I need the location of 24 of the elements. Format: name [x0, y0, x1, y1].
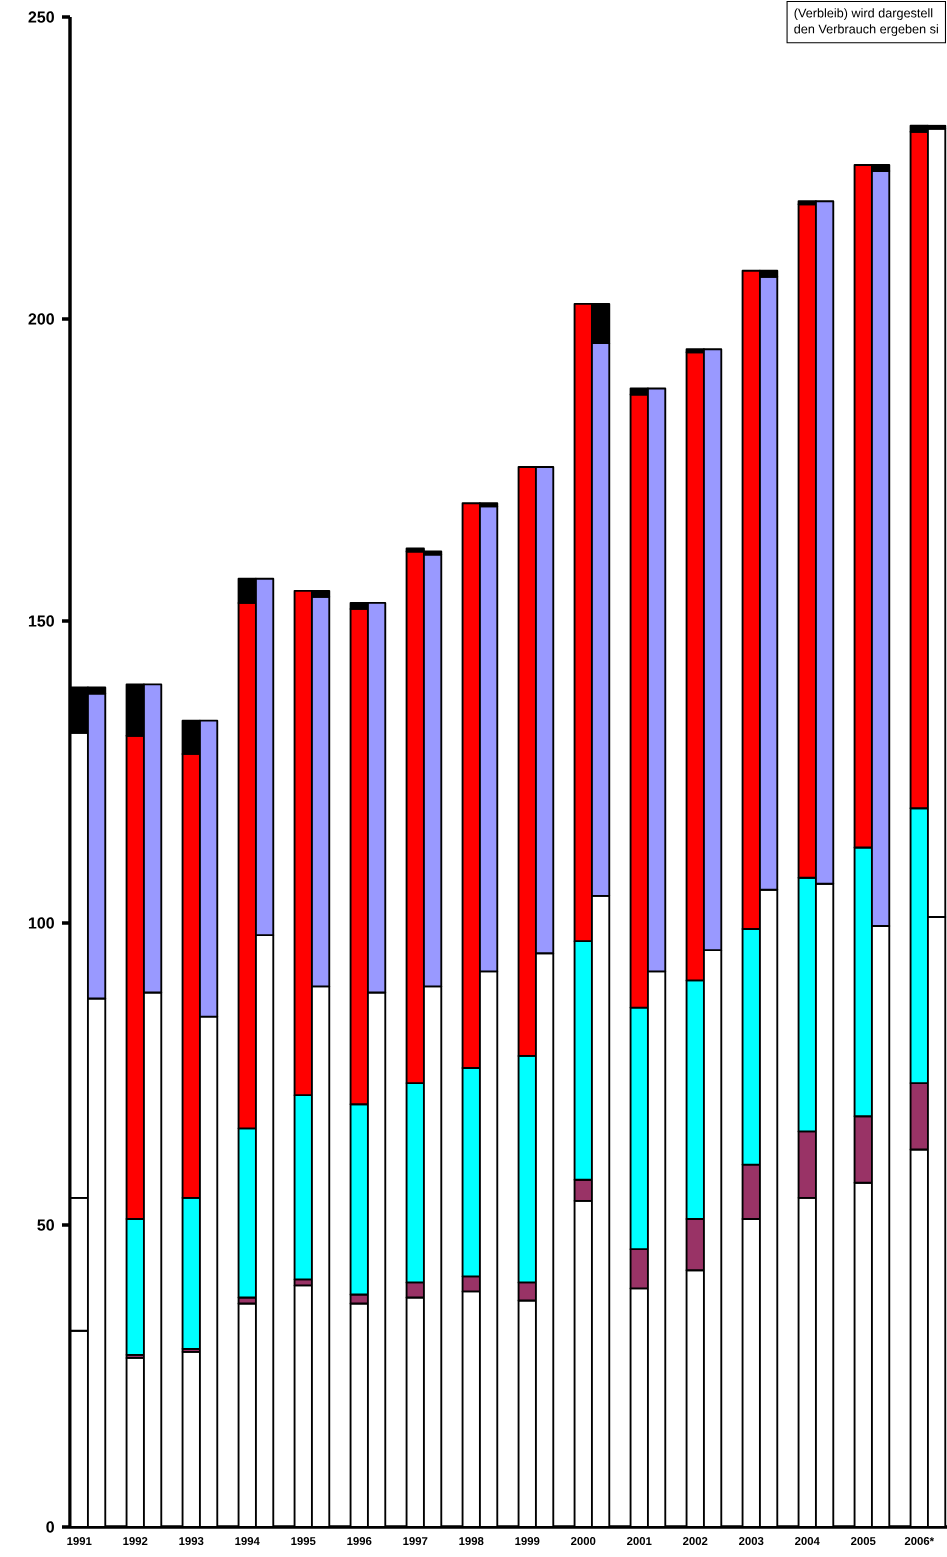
x-tick-label: 2001 [627, 1537, 652, 1546]
x-tick-label: 1997 [403, 1537, 428, 1546]
x-tick-label: 2006* [904, 1537, 935, 1546]
y-tick-label: 250 [28, 11, 54, 23]
x-tick-label: 2004 [795, 1537, 820, 1546]
y-tick-label: 50 [37, 1219, 54, 1231]
x-tick-label: 2005 [851, 1537, 876, 1546]
x-tick-label: 1993 [179, 1537, 204, 1546]
y-tick-label: 200 [28, 313, 54, 325]
x-tick-label: 1996 [347, 1537, 372, 1546]
y-tick-label: 100 [28, 917, 54, 929]
x-tick-label: 1998 [459, 1537, 484, 1546]
x-tick-label: 1995 [291, 1537, 316, 1546]
x-tick-label: 2002 [683, 1537, 708, 1546]
y-tick-label: 150 [28, 615, 54, 627]
x-tick-label: 1999 [515, 1537, 540, 1546]
x-tick-label: 2000 [571, 1537, 596, 1546]
x-tick-label: 1992 [123, 1537, 148, 1546]
y-tick-label: 0 [46, 1521, 54, 1533]
annotation: (Verbleib) wird dargestell [794, 8, 933, 20]
annotation: den Verbrauch ergeben si [794, 24, 938, 36]
x-tick-label: 1994 [235, 1537, 260, 1546]
x-tick-label: 2003 [739, 1537, 764, 1546]
x-tick-label: 1991 [67, 1537, 92, 1546]
